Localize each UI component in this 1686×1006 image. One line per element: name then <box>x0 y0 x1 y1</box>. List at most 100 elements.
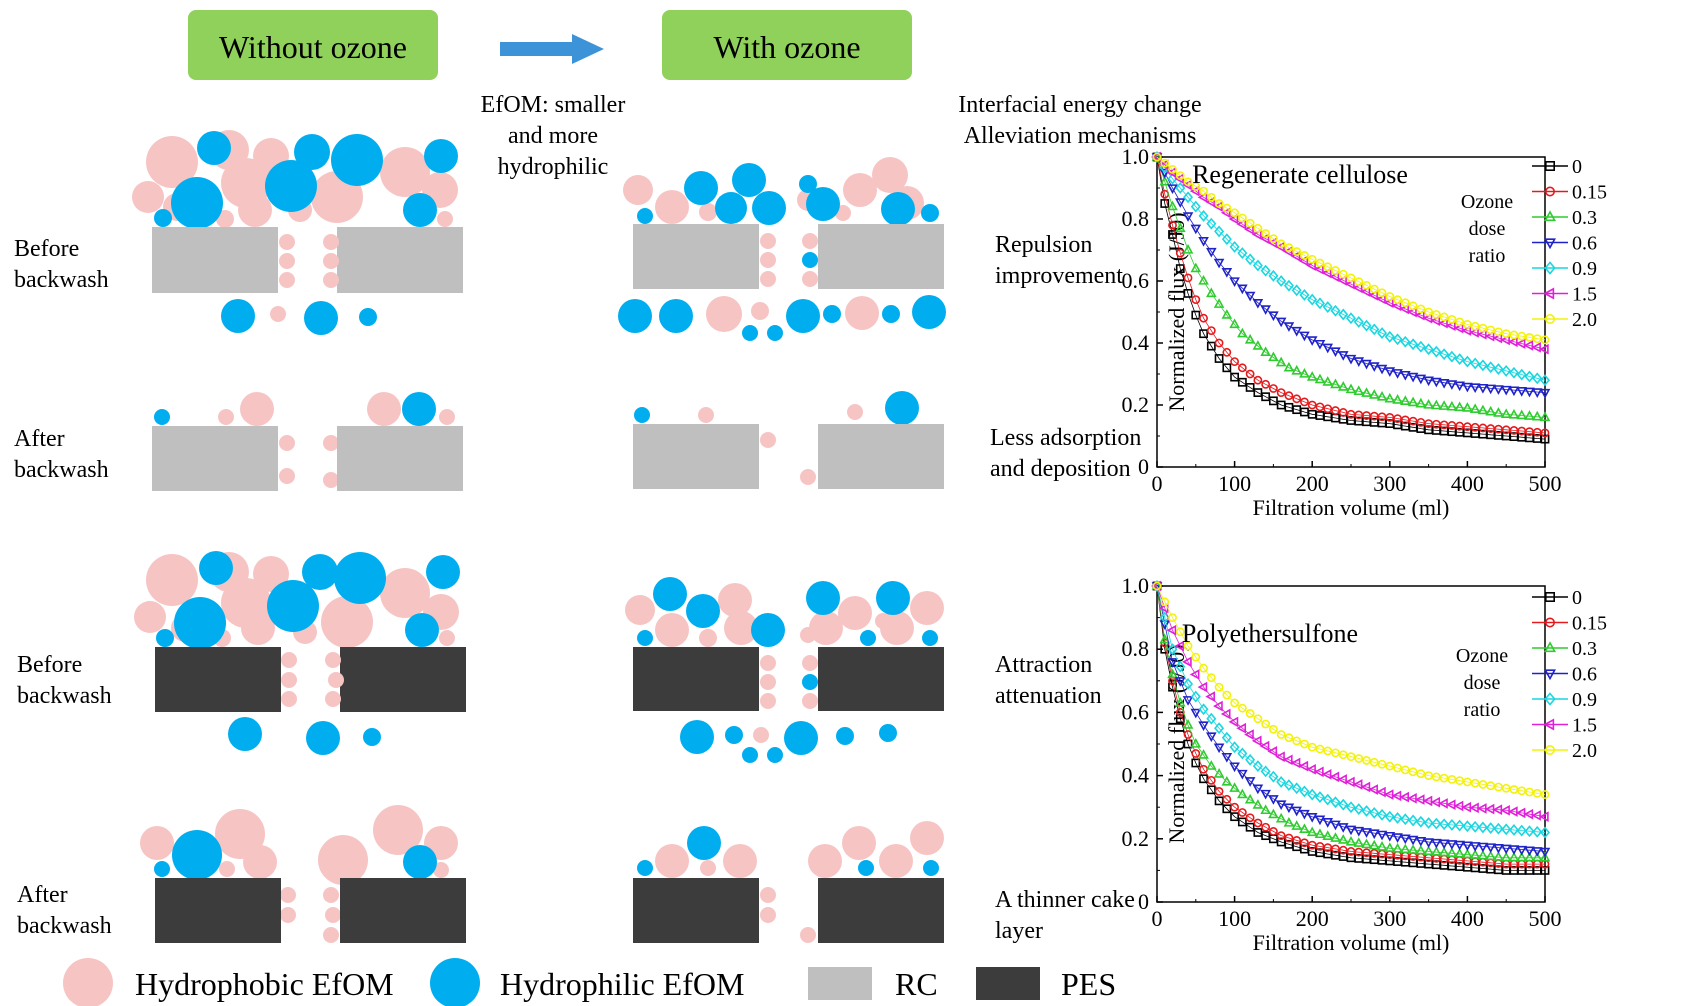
data-point <box>1447 315 1457 324</box>
data-point <box>1462 355 1473 368</box>
data-point <box>1167 184 1178 194</box>
without-ozone-label: Without ozone <box>219 29 407 65</box>
data-point <box>1501 364 1512 377</box>
y-tick-label: 0.6 <box>1122 699 1150 724</box>
data-point <box>1423 399 1434 409</box>
data-point <box>1431 399 1442 410</box>
data-point <box>1314 373 1326 384</box>
row-label: Before <box>14 236 79 262</box>
data-point <box>1214 225 1225 238</box>
data-point <box>1361 387 1372 397</box>
data-point <box>1199 313 1208 323</box>
data-point <box>1454 401 1465 412</box>
data-point <box>1476 803 1487 814</box>
data-point <box>1478 323 1488 333</box>
data-point <box>1462 820 1473 833</box>
data-point <box>1392 812 1403 824</box>
data-point <box>1330 378 1341 389</box>
data-point <box>1540 428 1550 438</box>
data-point <box>1524 370 1535 383</box>
data-point <box>1244 291 1256 302</box>
data-point <box>1190 738 1202 748</box>
data-point <box>1338 269 1348 279</box>
data-point <box>1539 826 1551 839</box>
data-point <box>1205 196 1215 208</box>
legend-label: 0.6 <box>1572 233 1597 255</box>
data-point <box>1283 322 1295 332</box>
data-point <box>1423 845 1434 856</box>
data-point <box>1423 376 1434 387</box>
x-tick-label: 400 <box>1451 906 1484 931</box>
data-point <box>1214 796 1224 806</box>
data-point <box>1400 813 1411 826</box>
data-point <box>1198 703 1209 716</box>
data-point <box>1253 714 1263 724</box>
legend-label: 0.6 <box>1572 664 1597 686</box>
data-point <box>1539 374 1551 387</box>
data-point <box>1415 837 1427 847</box>
data-point <box>1462 382 1473 393</box>
data-point <box>1191 758 1201 768</box>
data-point <box>1276 388 1286 397</box>
data-point <box>1377 288 1387 298</box>
data-point <box>1524 410 1535 420</box>
data-point <box>1345 312 1357 325</box>
data-point <box>1268 351 1279 362</box>
data-point <box>1508 366 1519 379</box>
data-point <box>1454 381 1465 392</box>
data-point <box>1190 262 1202 273</box>
data-point <box>1337 351 1349 361</box>
data-point <box>1244 777 1256 787</box>
data-point <box>1291 820 1302 830</box>
data-point <box>1237 247 1248 260</box>
data-point <box>1524 851 1535 862</box>
x-tick-label: 200 <box>1296 906 1329 931</box>
data-point <box>1524 387 1535 398</box>
x-axis-label: Filtration volume (ml) <box>1253 930 1450 955</box>
data-point <box>1369 806 1380 819</box>
legend-title: ratio <box>1464 699 1501 721</box>
data-point <box>1516 368 1527 381</box>
rc-before-backwash-with-ozone <box>618 157 946 341</box>
data-point <box>1329 771 1340 783</box>
data-point <box>1353 803 1364 816</box>
data-point <box>1230 812 1239 822</box>
data-point <box>1260 305 1271 315</box>
data-point <box>1368 829 1380 840</box>
data-point <box>1376 830 1388 841</box>
data-point <box>1191 310 1201 320</box>
data-point <box>1416 304 1426 314</box>
data-point <box>1376 841 1388 851</box>
data-point <box>1400 395 1411 405</box>
data-point <box>1330 796 1341 809</box>
legend-title: ratio <box>1469 245 1506 267</box>
data-point <box>1199 186 1208 196</box>
data-point <box>1291 284 1302 297</box>
data-point <box>1275 751 1285 762</box>
data-point <box>1236 722 1247 734</box>
mechanism-label: improvement <box>995 263 1123 289</box>
data-point <box>1544 261 1556 275</box>
x-tick-label: 400 <box>1451 471 1484 496</box>
data-point <box>1221 752 1233 763</box>
data-point <box>1167 658 1178 668</box>
data-point <box>1168 613 1177 622</box>
data-point <box>1276 239 1286 249</box>
data-point <box>1283 779 1294 791</box>
data-point <box>1213 700 1223 712</box>
data-point <box>1407 396 1419 407</box>
data-point <box>1190 708 1202 719</box>
data-point <box>1291 364 1302 375</box>
data-point <box>1300 397 1309 407</box>
data-point <box>1337 381 1349 391</box>
data-point <box>1175 171 1185 180</box>
y-tick-label: 0.2 <box>1122 392 1150 417</box>
right-arrow-icon <box>500 34 604 64</box>
data-point <box>1544 669 1556 681</box>
data-point <box>1539 411 1551 422</box>
data-point <box>1446 380 1458 390</box>
data-point <box>1539 343 1549 355</box>
data-point <box>1314 815 1326 826</box>
data-point <box>1168 164 1177 174</box>
data-point <box>1292 736 1302 746</box>
